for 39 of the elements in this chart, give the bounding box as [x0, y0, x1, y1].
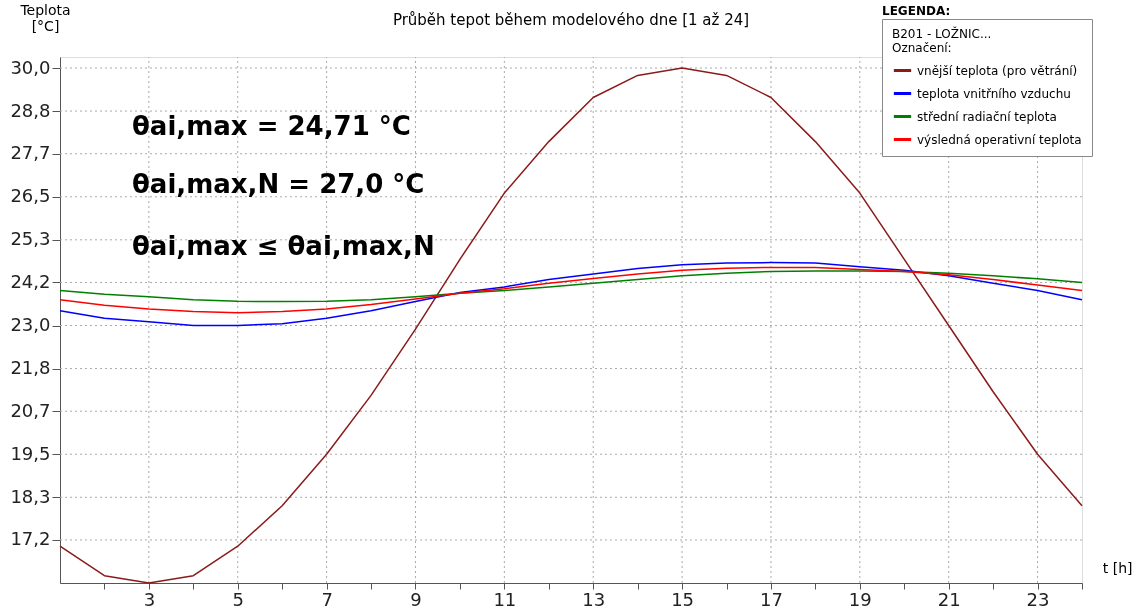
y-tick-label: 26,5	[10, 185, 51, 207]
x-tick-label: 3	[143, 588, 156, 610]
x-tick-label: 15	[671, 588, 695, 610]
y-tick-label: 28,8	[10, 99, 51, 121]
annotation: θai,max = 24,71 °C	[132, 111, 411, 141]
line-series	[59, 270, 1083, 303]
legend-label: teplota vnitřního vzduchu	[917, 86, 1071, 101]
legend-label: střední radiační teplota	[917, 109, 1057, 124]
line-series	[59, 266, 1083, 314]
legend-title: Označení:	[892, 41, 952, 55]
chart-title: Průběh tepot během modelového dne [1 až 24]	[392, 11, 750, 29]
y-tick-label: 24,2	[10, 270, 51, 292]
y-tick-label: 21,8	[10, 357, 51, 379]
x-tick-label: 9	[410, 588, 422, 610]
y-tick-label: 25,3	[10, 228, 51, 250]
y-tick-label: 30,0	[10, 56, 51, 78]
x-tick-label: 7	[321, 588, 333, 610]
legend-label: výsledná operativní teplota	[917, 132, 1082, 147]
x-tick-label: 21	[937, 588, 961, 610]
x-tick-label: 17	[760, 588, 783, 610]
x-tick-label: 19	[848, 588, 872, 610]
y-tick-label: 23,0	[10, 314, 51, 336]
text: LEGENDA:	[882, 4, 951, 18]
x-tick-label: 13	[582, 588, 606, 610]
x-tick-label: 11	[493, 588, 517, 610]
y-tick-label: 18,3	[10, 485, 51, 507]
text: B201 - LOŽNIC...	[892, 26, 992, 41]
y-axis-title: Teplota [°C]	[19, 1, 71, 34]
x-tick-label: 23	[1026, 588, 1050, 610]
x-tick-label: 5	[232, 588, 244, 610]
line-series	[59, 261, 1083, 327]
y-tick-label: 17,2	[10, 528, 51, 550]
annotation: θai,max,N = 27,0 °C	[132, 169, 425, 199]
y-tick-label: 20,7	[10, 399, 51, 421]
y-tick-label: 27,7	[10, 142, 51, 164]
x-axis-title: t [h]	[1102, 559, 1133, 576]
annotation: θai,max ≤ θai,max,N	[132, 231, 435, 261]
y-tick-label: 19,5	[10, 442, 51, 464]
legend-label: vnější teplota (pro větrání)	[917, 63, 1078, 78]
